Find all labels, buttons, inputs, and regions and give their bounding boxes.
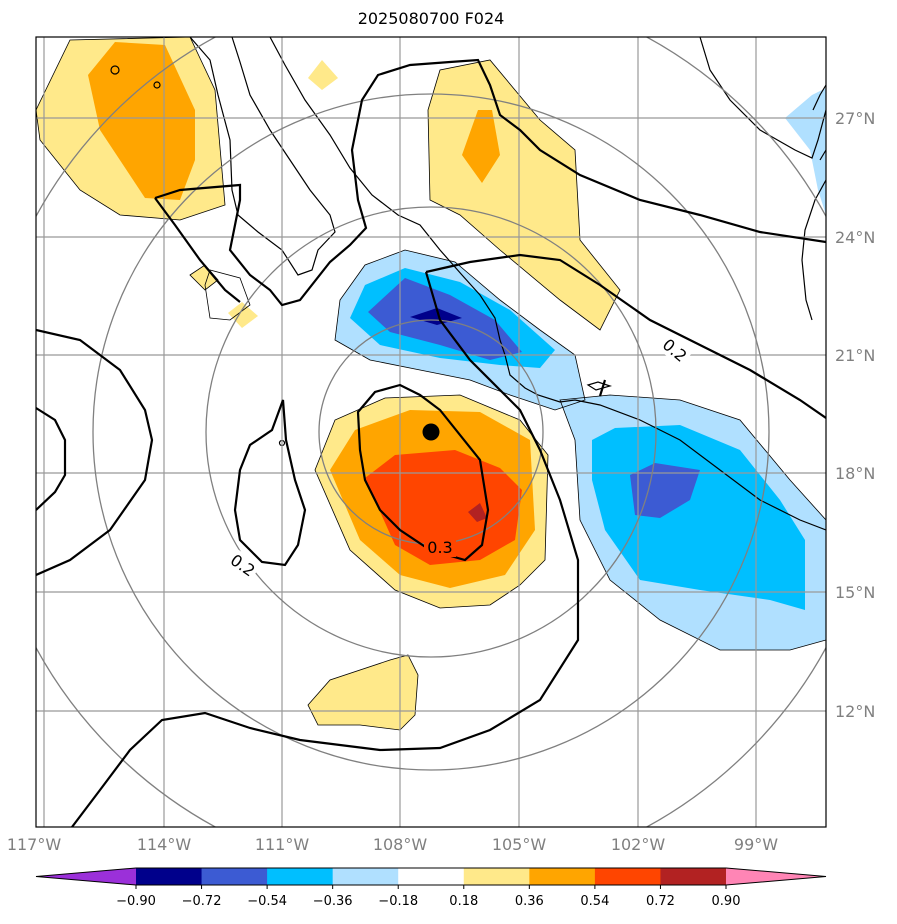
colorbar-segment bbox=[201, 868, 268, 885]
colorbar-tick-label: −0.54 bbox=[247, 894, 287, 909]
lat-label: 12°N bbox=[835, 702, 875, 721]
contour-lines bbox=[36, 58, 826, 827]
colorbar-segment bbox=[463, 868, 530, 885]
colorbar-tick-label: 0.72 bbox=[646, 894, 675, 909]
colorbar-tick-label: 0.18 bbox=[449, 894, 478, 909]
colorbar-segment bbox=[398, 868, 465, 885]
lon-label: 117°W bbox=[7, 835, 62, 854]
lon-label: 105°W bbox=[492, 835, 547, 854]
colorbar-tick-label: −0.90 bbox=[116, 894, 156, 909]
map-title: 2025080700 F024 bbox=[357, 9, 505, 28]
map-area: 0.2 0.3 0.2 bbox=[36, 37, 826, 827]
graticule bbox=[36, 37, 826, 827]
positive-anomaly-fill bbox=[36, 37, 620, 730]
colorbar-tick-label: −0.18 bbox=[378, 894, 418, 909]
lon-label: 102°W bbox=[611, 835, 666, 854]
lon-label: 99°W bbox=[734, 835, 778, 854]
colorbar-segment bbox=[660, 868, 727, 885]
colorbar-tick-label: 0.36 bbox=[515, 894, 544, 909]
colorbar-segment bbox=[136, 868, 203, 885]
storm-center-marker bbox=[422, 423, 440, 441]
contour-label-02-ne: 0.2 bbox=[659, 335, 691, 366]
lat-label: 18°N bbox=[835, 464, 875, 483]
lat-label: 21°N bbox=[835, 346, 875, 365]
latitude-labels: 27°N 24°N 21°N 18°N 15°N 12°N bbox=[835, 109, 875, 721]
colorbar-segment bbox=[594, 868, 661, 885]
negative-anomaly-fill bbox=[335, 88, 826, 650]
lat-label: 27°N bbox=[835, 109, 875, 128]
lon-label: 108°W bbox=[373, 835, 428, 854]
colorbar-tick-label: −0.36 bbox=[313, 894, 353, 909]
map-frame bbox=[35, 36, 827, 828]
colorbar-segment bbox=[529, 868, 596, 885]
lat-label: 15°N bbox=[835, 583, 875, 602]
colorbar-tick-label: 0.54 bbox=[580, 894, 609, 909]
colorbar-extend-low bbox=[36, 868, 136, 885]
lon-label: 111°W bbox=[255, 835, 310, 854]
colorbar-extend-high bbox=[726, 868, 826, 885]
lat-label: 24°N bbox=[835, 228, 875, 247]
colorbar-segment bbox=[332, 868, 399, 885]
longitude-labels: 117°W 114°W 111°W 108°W 105°W 102°W 99°W bbox=[7, 835, 778, 854]
colorbar-tick-label: 0.90 bbox=[712, 894, 741, 909]
colorbar-segment bbox=[267, 868, 334, 885]
colorbar: −0.90 −0.72 −0.54 −0.36 −0.18 0.18 0.36 0.54 0.7… bbox=[35, 867, 827, 909]
anomaly-outlines bbox=[36, 37, 826, 731]
lon-label: 114°W bbox=[137, 835, 192, 854]
colorbar-tick-label: −0.72 bbox=[182, 894, 222, 909]
contour-label-03: 0.3 bbox=[427, 538, 452, 557]
